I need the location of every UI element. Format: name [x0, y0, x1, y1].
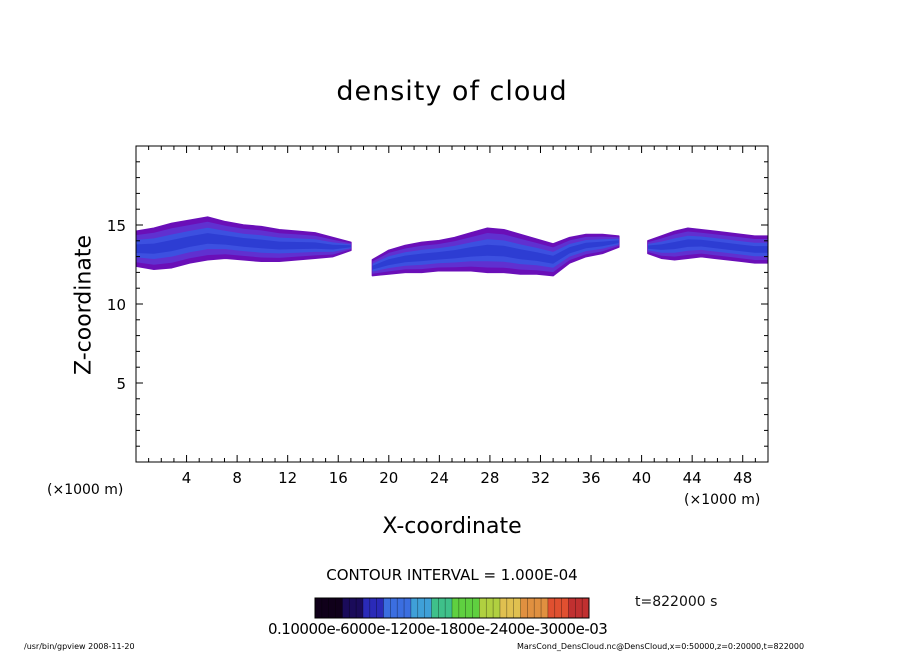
colorbar-segment	[452, 598, 460, 618]
x-tick-label: 48	[733, 469, 752, 487]
footer-right: MarsCond_DensCloud.nc@DensCloud,x=0:5000…	[517, 642, 805, 651]
colorbar-segment	[541, 598, 549, 618]
colorbar-segment	[534, 598, 542, 618]
colorbar-segment	[397, 598, 405, 618]
footer-left: /usr/bin/gpview 2008-11-20	[24, 642, 135, 651]
colorbar-segment	[472, 598, 480, 618]
y-axis-label: Z-coordinate	[71, 235, 97, 375]
colorbar-segment	[342, 598, 350, 618]
colorbar-segment	[390, 598, 398, 618]
x-tick-label: 12	[278, 469, 297, 487]
colorbar-segment	[527, 598, 535, 618]
colorbar-segment	[328, 598, 336, 618]
colorbar-segment	[479, 598, 487, 618]
x-tick-label: 16	[329, 469, 348, 487]
colorbar-segment	[458, 598, 467, 618]
colorbar-segment	[356, 598, 364, 618]
x-tick-label: 44	[683, 469, 702, 487]
y-tick-label: 5	[116, 375, 126, 393]
colorbar-segment	[321, 598, 330, 618]
x-tick-label: 24	[430, 469, 449, 487]
colorbar-segment	[486, 598, 494, 618]
colorbar-segment	[465, 598, 473, 618]
y-tick-label: 10	[107, 296, 126, 314]
x-tick-label: 32	[531, 469, 550, 487]
colorbar-segment	[431, 598, 439, 618]
colorbar-frame	[314, 597, 590, 619]
colorbar-segment	[424, 598, 432, 618]
colorbar-segment	[554, 598, 562, 618]
colorbar-segment	[499, 598, 508, 618]
colorbar-segment	[335, 598, 343, 618]
colorbar-segment	[568, 598, 576, 618]
colorbar-segment	[582, 598, 590, 618]
colorbar-segment	[445, 598, 453, 618]
x-tick-label: 36	[581, 469, 600, 487]
x-unit-left: (×1000 m)	[47, 482, 124, 498]
colorbar-segment	[410, 598, 419, 618]
colorbar-labels: 0.10000e-6000e-1200e-1800e-2400e-3000e-0…	[268, 620, 608, 638]
colorbar-segment	[575, 598, 583, 618]
colorbar-segment	[513, 598, 521, 618]
time-label: t=822000 s	[635, 594, 718, 610]
colorbar-segment	[349, 598, 357, 618]
chart-title: density of cloud	[336, 76, 568, 107]
colorbar-segment	[315, 598, 323, 618]
colorbar-segment	[561, 598, 569, 618]
cloud-region-middle-core	[372, 240, 619, 270]
x-tick-label: 8	[232, 469, 242, 487]
y-tick-label: 15	[107, 217, 126, 235]
colorbar-segment	[362, 598, 371, 618]
contour-interval-label: CONTOUR INTERVAL = 1.000E-04	[326, 566, 578, 584]
colorbar-segment	[369, 598, 378, 618]
colorbar-segment	[404, 598, 412, 618]
cloud-region-left-core	[136, 233, 351, 254]
colorbar-segment	[547, 598, 556, 618]
colorbar-segment	[438, 598, 446, 618]
colorbar-segment	[417, 598, 425, 618]
cloud-region-right-core	[647, 239, 768, 253]
colorbar-segment	[376, 598, 384, 618]
colorbar-segment	[520, 598, 528, 618]
colorbar-segment	[506, 598, 515, 618]
x-axis-label: X-coordinate	[382, 514, 522, 539]
colorbar-segment	[493, 598, 501, 618]
x-tick-label: 4	[182, 469, 192, 487]
x-tick-label: 20	[379, 469, 398, 487]
colorbar-segment	[383, 598, 391, 618]
x-tick-label: 28	[480, 469, 499, 487]
x-unit-right: (×1000 m)	[684, 492, 761, 508]
plot-frame	[135, 145, 769, 463]
x-tick-label: 40	[632, 469, 651, 487]
